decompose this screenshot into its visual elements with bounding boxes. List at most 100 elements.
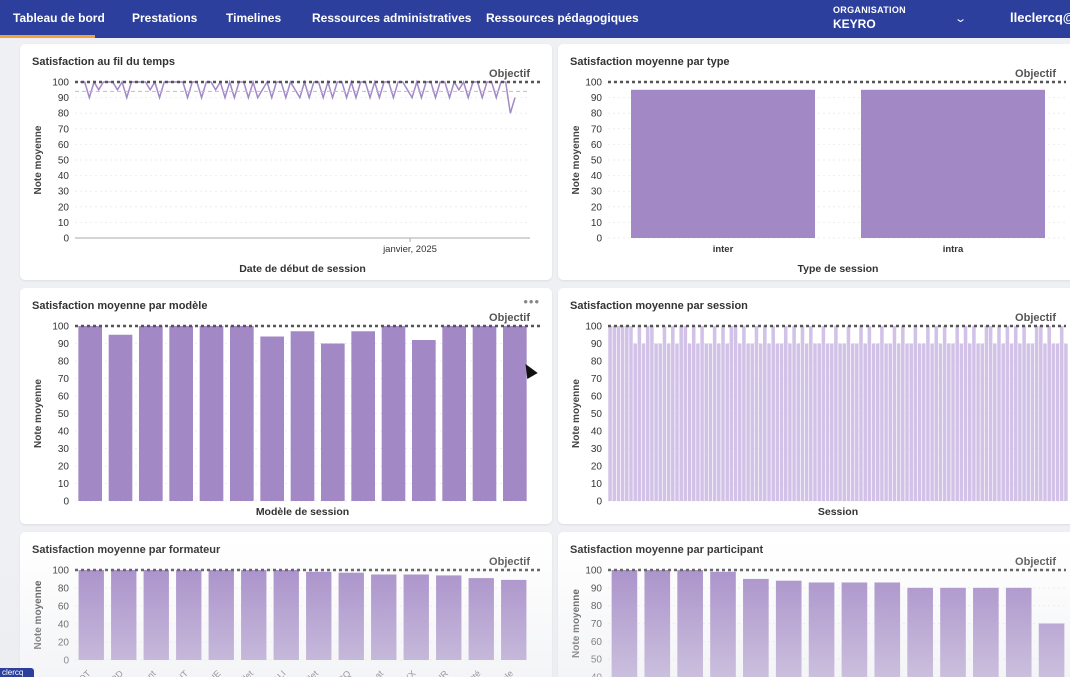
bar [984, 326, 989, 501]
bar [821, 326, 826, 501]
bar [683, 326, 688, 501]
user-menu[interactable]: lleclercq@ [1010, 10, 1070, 25]
nav-tab-admin-resources[interactable]: Ressources administratives [312, 11, 472, 25]
bar [230, 326, 254, 501]
nav-tab-timelines[interactable]: Timelines [226, 11, 282, 25]
bar [612, 326, 617, 501]
y-tick-label: 10 [58, 218, 70, 229]
bar [779, 343, 784, 501]
bar [658, 343, 663, 501]
nav-tab-pedagogic-resources[interactable]: Ressources pédagogiques [486, 11, 639, 25]
more-options-icon[interactable]: ••• [523, 294, 540, 309]
bar [290, 331, 315, 501]
bar [1026, 343, 1031, 501]
bar [997, 326, 1001, 501]
bar [501, 579, 527, 660]
y-tick-label: 100 [52, 566, 69, 577]
bar [804, 343, 809, 501]
bar [988, 326, 993, 501]
organisation-name[interactable]: KEYRO [833, 17, 876, 31]
y-tick-label: 10 [591, 479, 603, 490]
bar [1059, 326, 1064, 501]
bar [710, 571, 736, 677]
bar [888, 343, 893, 501]
bar [733, 326, 738, 501]
y-tick-label: 30 [58, 187, 70, 198]
bar [808, 582, 835, 677]
y-tick-label: 60 [591, 392, 603, 403]
top-navbar: Tableau de bord Prestations Timelines Re… [0, 0, 1070, 38]
y-tick-label: 80 [58, 109, 70, 120]
bar [721, 326, 725, 501]
bar [850, 343, 855, 501]
bar [951, 343, 955, 501]
bar-chart: 40 50 60 70 80 90 100 Note moyenne Objectif [571, 556, 1068, 677]
chart-card-by-participant: Satisfaction moyenne par participant 405… [558, 532, 1070, 677]
bar [306, 571, 332, 660]
y-tick-label: 60 [58, 602, 70, 613]
bar [737, 343, 742, 501]
y-tick-label: 80 [58, 357, 70, 368]
bar [78, 326, 102, 501]
y-tick-label: 90 [58, 93, 70, 104]
objective-label: Objectif [1015, 68, 1056, 80]
bar [863, 343, 867, 501]
bar [967, 343, 972, 501]
bar [729, 326, 734, 501]
y-tick-label: 50 [58, 156, 70, 167]
bar [704, 343, 709, 501]
bar [436, 575, 462, 660]
y-tick-label: 70 [591, 374, 603, 385]
y-axis-label: Note moyenne [571, 125, 582, 194]
y-tick-label: 0 [63, 497, 69, 508]
bar [644, 570, 671, 677]
nav-tab-dashboard[interactable]: Tableau de bord [13, 11, 105, 25]
bar [763, 326, 767, 501]
bar [775, 580, 802, 677]
chart-card-by-session: Satisfaction moyenne par session 0 10 20 30… [558, 288, 1070, 524]
y-tick-label: 50 [58, 409, 70, 420]
bar [809, 326, 813, 501]
bar [717, 343, 721, 501]
bar [696, 343, 700, 501]
chevron-down-icon[interactable]: ⌄ [954, 13, 968, 25]
y-tick-label: 0 [596, 234, 602, 245]
x-tick-label: XXX [398, 668, 418, 677]
bar [955, 326, 959, 501]
bar [241, 570, 267, 660]
bar [834, 326, 838, 501]
bar [671, 326, 675, 501]
bar [913, 326, 918, 501]
bar [662, 326, 667, 501]
objective-label: Objectif [1015, 556, 1056, 568]
bar [867, 326, 872, 501]
y-tick-label: 0 [63, 656, 69, 667]
bar [942, 326, 947, 501]
y-tick-label: 0 [63, 234, 69, 245]
bar [767, 343, 771, 501]
bar [338, 572, 364, 660]
bar [199, 326, 224, 501]
bar [687, 343, 692, 501]
organisation-label: ORGANISATION [833, 5, 906, 15]
bar [938, 343, 943, 501]
y-tick-label: 40 [591, 427, 603, 438]
bar [503, 326, 527, 501]
bar [963, 326, 968, 501]
bar-chart: 0 10 20 30 40 50 60 70 80 90 100 Note moyenne Modèle… [33, 312, 540, 518]
bar [169, 326, 193, 501]
bar [1051, 343, 1056, 501]
nav-tab-prestations[interactable]: Prestations [132, 11, 198, 25]
x-tick-label: NOT [72, 668, 93, 677]
x-tick-label: llet [240, 668, 256, 677]
y-tick-label: 60 [58, 392, 70, 403]
card-title: Satisfaction moyenne par modèle [32, 300, 208, 312]
x-tick-label: EUR [430, 668, 451, 677]
x-tick-label: utté [465, 668, 483, 677]
y-tick-label: 60 [58, 140, 70, 151]
bar [874, 582, 901, 677]
bar [139, 326, 163, 501]
bar [1055, 343, 1060, 501]
bar [208, 570, 234, 660]
bar [442, 326, 466, 501]
